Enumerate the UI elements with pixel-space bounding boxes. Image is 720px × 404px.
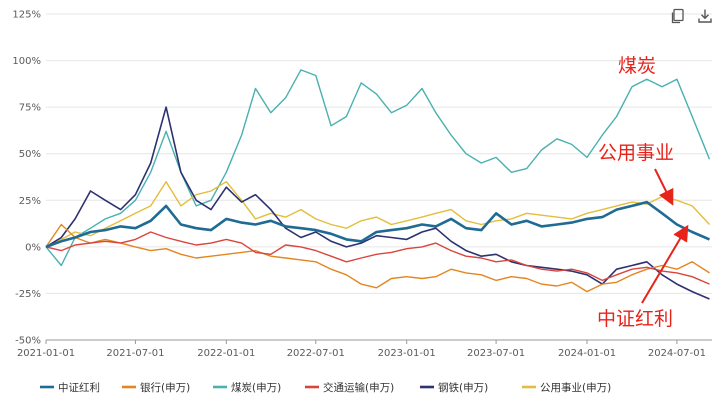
legend-label: 交通运输(申万) [323,381,394,394]
x-tick-label: 2023-01-01 [378,348,436,359]
legend-item[interactable]: 银行(申万) [122,381,190,394]
annotation-csi-dividend: 中证红利 [597,308,673,330]
annotation-utilities: 公用事业 [598,142,674,164]
x-tick-label: 2023-07-01 [467,348,525,359]
y-tick-label: -50% [15,336,41,347]
x-tick-label: 2022-07-01 [287,348,345,359]
legend-item[interactable]: 公用事业(申万) [522,381,611,394]
y-tick-label: 0% [25,242,41,253]
x-tick-label: 2021-01-01 [17,348,75,359]
copy-icon[interactable] [670,8,686,24]
annotation-coal: 煤炭 [618,55,656,77]
y-tick-label: 25% [19,196,41,207]
legend-label: 银行(申万) [140,381,190,394]
series-line-2 [45,69,711,267]
annotation-arrow-utilities [654,168,674,206]
x-tick-label: 2022-01-01 [197,348,255,359]
legend-label: 中证红利 [58,381,100,394]
series-line-1 [45,223,710,293]
annotation-arrow-csi-dividend [641,224,689,304]
legend-label: 钢铁(申万) [438,381,488,394]
x-tick-label: 2021-07-01 [106,348,164,359]
legend-item[interactable]: 交通运输(申万) [305,381,394,394]
legend-label: 煤炭(申万) [231,381,281,394]
series-line-4 [45,106,710,300]
series-line-3 [45,231,710,285]
series-line-5 [45,181,711,248]
x-tick-label: 2024-01-01 [558,348,616,359]
legend-item[interactable]: 中证红利 [40,381,100,394]
x-tick-label: 2024-07-01 [648,348,706,359]
series-lines [45,69,711,300]
gridlines [46,13,712,341]
x-axis: 2021-01-01 2021-07-01 2022-01-01 2022-07-01… [17,339,712,359]
download-icon[interactable] [697,8,713,24]
y-tick-label: -25% [15,289,41,300]
legend-item[interactable]: 煤炭(申万) [213,381,281,394]
y-axis: -50% -25% 0% 25% 50% 75% 100% 125% [12,10,41,347]
y-tick-label: 50% [19,149,41,160]
y-tick-label: 75% [19,103,41,114]
legend-item[interactable]: 钢铁(申万) [420,381,488,394]
legend-label: 公用事业(申万) [540,381,611,394]
series-line-0 [45,200,711,249]
y-tick-label: 125% [12,10,41,21]
y-tick-label: 100% [12,56,41,67]
legend[interactable]: 中证红利 银行(申万) 煤炭(申万) 交通运输(申万) 钢铁(申万) 公用事业(申万) [40,381,611,394]
